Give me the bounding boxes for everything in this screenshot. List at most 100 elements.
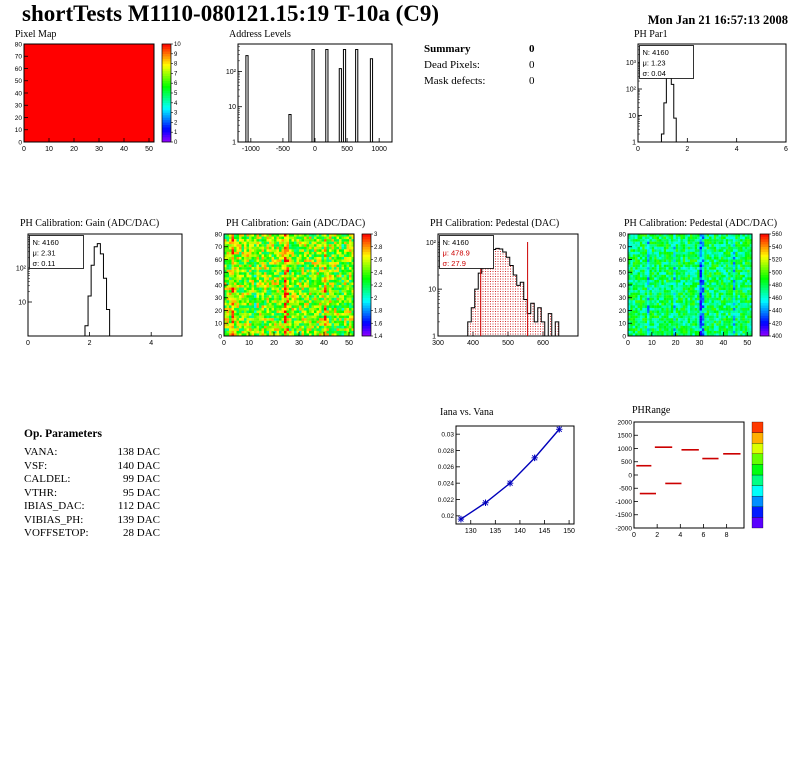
svg-text:150: 150 [563,528,575,535]
svg-text:-2000: -2000 [615,525,632,532]
svg-text:50: 50 [145,146,153,153]
svg-text:7: 7 [174,71,178,77]
svg-text:10³: 10³ [626,60,637,67]
op-param-value: 112 DAC [117,500,160,512]
svg-text:2.4: 2.4 [374,270,383,276]
svg-text:40: 40 [719,340,727,347]
svg-text:0.028: 0.028 [438,448,455,455]
panel-title-address-levels: Address Levels [229,29,291,40]
svg-text:4: 4 [174,101,178,107]
svg-text:400: 400 [772,334,783,340]
op-parameters-block: Op. Parameters VANA: 138 DAC VSF: 140 DAC … [24,428,174,541]
svg-text:8: 8 [174,62,178,68]
svg-text:0: 0 [174,140,178,146]
svg-text:70: 70 [15,54,23,61]
panel-title-gain-2d: PH Calibration: Gain (ADC/DAC) [226,218,366,229]
op-param-value: 95 DAC [123,486,160,499]
svg-text:0: 0 [222,340,226,347]
phrange-chart: 0 2 4 6 8 -2000 -1500 -1000 -500 0 500 1000 1500 2000 [615,419,764,539]
svg-text:-1500: -1500 [615,512,632,519]
svg-text:10: 10 [245,340,253,347]
svg-text:20: 20 [70,146,78,153]
address-levels-chart: -1000 -500 0 500 1000 1 10 10² [226,43,393,153]
summary-title: Summary [424,43,471,55]
svg-text:1: 1 [432,334,436,341]
svg-text:70: 70 [215,244,223,251]
svg-text:560: 560 [772,232,783,238]
pedestal-1d-chart: 300 400 500 600 1 10 10² N: 4160 μ: 478.9σ: 27.9 [426,233,579,347]
svg-text:30: 30 [619,295,627,302]
dead-pixels-value: 0 [529,59,535,71]
svg-text:0: 0 [622,333,626,340]
svg-text:440: 440 [772,309,783,315]
gain-2d-chart: 0 10 20 30 40 50 0 10 20 30 40 50 60 70 80 1.4 1.6 1.8 2 2.… [215,231,383,347]
svg-text:N: 4160: N: 4160 [643,48,669,57]
svg-text:20: 20 [672,340,680,347]
svg-text:σ: 27.9: σ: 27.9 [443,259,466,268]
svg-text:2: 2 [655,532,659,539]
svg-text:1: 1 [174,130,178,136]
panel-title-ph-par1: PH Par1 [634,29,668,40]
op-param-value: 138 DAC [117,446,160,458]
svg-text:60: 60 [215,257,223,264]
svg-text:50: 50 [619,270,627,277]
svg-text:μ: 478.9: μ: 478.9 [443,249,470,258]
gain-1d-chart: 0 2 4 10 10² N: 4160 μ: 2.31σ: 0.11 [16,233,183,347]
svg-text:540: 540 [772,245,783,251]
svg-text:460: 460 [772,296,783,302]
svg-text:600: 600 [537,340,549,347]
svg-text:N: 4160: N: 4160 [33,238,59,247]
svg-text:50: 50 [15,78,23,85]
svg-text:0: 0 [632,532,636,539]
svg-text:500: 500 [502,340,514,347]
svg-text:10: 10 [18,300,26,307]
svg-text:30: 30 [95,146,103,153]
svg-text:1.4: 1.4 [374,334,383,340]
svg-text:μ: 1.23: μ: 1.23 [643,59,666,68]
op-param-label: VTHR: [24,486,57,499]
op-param-value: 28 DAC [123,527,160,539]
svg-text:8: 8 [725,532,729,539]
op-param-label: CALDEL: [24,473,71,485]
svg-text:4: 4 [678,532,682,539]
svg-text:10: 10 [628,113,636,120]
svg-text:0: 0 [22,146,26,153]
mask-defects-label: Mask defects: [424,75,486,87]
svg-text:0.03: 0.03 [441,431,454,438]
svg-text:10: 10 [648,340,656,347]
svg-text:9: 9 [174,52,178,58]
svg-text:0: 0 [636,146,640,153]
svg-text:6: 6 [784,146,788,153]
pixel-map-chart: 0 10 20 30 40 50 0 10 20 30 40 50 60 70 80 0 1 2 3 4 5 6 7 8 9 10 [15,41,182,153]
svg-text:20: 20 [619,308,627,315]
svg-text:0.024: 0.024 [438,480,455,487]
op-param-label: VANA: [24,446,58,458]
summary-total-value: 0 [529,43,535,55]
svg-text:6: 6 [702,532,706,539]
svg-text:2: 2 [374,296,378,302]
svg-text:1.8: 1.8 [374,309,383,315]
svg-text:0: 0 [628,472,632,479]
op-param-value: 140 DAC [117,459,160,472]
svg-text:1000: 1000 [618,446,633,453]
svg-text:1.6: 1.6 [374,321,383,327]
svg-text:50: 50 [743,340,751,347]
summary-block: Summary 0 Dead Pixels: 0 Mask defects: 0 [424,43,584,91]
svg-text:μ: 2.31: μ: 2.31 [33,249,56,258]
svg-text:30: 30 [15,103,23,110]
svg-text:40: 40 [120,146,128,153]
svg-text:2000: 2000 [618,419,633,426]
svg-text:0: 0 [313,146,317,153]
svg-text:480: 480 [772,283,783,289]
svg-text:500: 500 [621,459,632,466]
svg-text:40: 40 [215,282,223,289]
svg-text:60: 60 [619,257,627,264]
svg-text:30: 30 [215,295,223,302]
svg-text:10: 10 [174,42,181,48]
iana-vs-vana-chart: 130 135 140 145 150 0.02 0.022 0.024 0.026 0.028 0… [438,425,575,535]
svg-text:-1000: -1000 [242,146,260,153]
svg-text:145: 145 [539,528,551,535]
svg-text:2.6: 2.6 [374,258,383,264]
panel-title-iana-vs-vana: Iana vs. Vana [440,407,494,418]
ph-par1-chart: 0 2 4 6 1 10 10² 10³ N: 4160 μ: 1.23σ: 0.04 [626,43,788,153]
